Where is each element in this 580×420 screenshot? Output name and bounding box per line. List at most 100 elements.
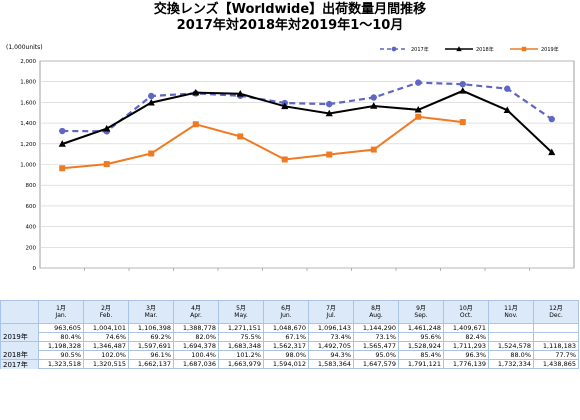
data-point [548, 148, 556, 156]
data-point [415, 79, 422, 86]
month-header-jp: 8月 [371, 305, 381, 312]
value-cell: 1,144,290 [353, 323, 399, 333]
month-header: 5月 May. [218, 300, 264, 324]
month-header-jp: 2月 [101, 305, 111, 312]
series-line [62, 115, 463, 170]
data-point [456, 46, 462, 52]
month-header: 12月 Dec. [533, 300, 579, 324]
chart-subtitle: 2017年対2018年対2019年1～10月 [176, 18, 404, 33]
value-cell: 1,271,151 [218, 323, 264, 333]
month-header: 1月 Jan. [38, 300, 84, 324]
value-cell: 1,528,924 [398, 341, 444, 351]
data-point [503, 106, 511, 114]
value-cell: 1,647,579 [353, 359, 399, 369]
month-header-en: Oct. [459, 312, 473, 319]
data-point [236, 89, 244, 97]
month-header-en: Dec. [549, 312, 563, 319]
data-point [391, 46, 397, 52]
yoy-cell: 90.5% [38, 350, 84, 360]
month-header: 6月 Jun. [263, 300, 309, 324]
yoy-cell: 74.6% [83, 332, 129, 342]
y-tick-label: 1,400 [20, 121, 36, 127]
data-point [237, 133, 244, 140]
table-row: 2017年 1,323,518 1,320,515 1,662,137 1,687,03… [0, 359, 579, 369]
data-point [103, 124, 111, 132]
yoy-cell: 77.7% [533, 350, 579, 360]
table-row: 2019年 963,605 1,004,101 1,106,398 1,388,778 1… [0, 323, 579, 342]
month-header-en: Jan. [55, 312, 67, 319]
value-cell: 1,583,364 [308, 359, 354, 369]
value-cell: 1,438,865 [533, 359, 579, 369]
value-cell: 1,409,671 [443, 323, 489, 333]
data-point [326, 151, 333, 158]
month-header-jp: 3月 [146, 305, 156, 312]
y-tick-label: 800 [26, 183, 37, 189]
row-header: 2017年 [0, 359, 39, 369]
value-cell: 1,323,518 [38, 359, 84, 369]
data-point [148, 150, 155, 157]
data-point [326, 100, 333, 108]
month-header-jp: 9月 [416, 305, 426, 312]
y-tick-label: 0 [33, 266, 37, 272]
value-cell: 1,461,248 [398, 323, 444, 333]
month-header: 8月 Aug. [353, 300, 399, 324]
data-point [459, 80, 466, 88]
month-header-jp: 4月 [191, 305, 201, 312]
y-axis-ticks: 0 200 400 600 800 1,000 1,200 1,400 1,600 1,800 2,… [20, 59, 36, 272]
yoy-cell [488, 332, 534, 342]
value-cell: 1,662,137 [128, 359, 174, 369]
month-header-en: Apr. [190, 312, 202, 319]
month-header: 3月 Mar. [128, 300, 174, 324]
yoy-cell: 96.1% [128, 350, 174, 360]
yoy-cell: 80.4% [38, 332, 84, 342]
value-cell: 1,683,348 [218, 341, 264, 351]
yoy-cell: 95.0% [353, 350, 399, 360]
y-tick-label: 600 [26, 204, 37, 210]
yoy-cell: 75.5% [218, 332, 264, 342]
yoy-cell: 69.2% [128, 332, 174, 342]
data-point [58, 140, 66, 147]
month-header: 7月 Jul. [308, 300, 354, 324]
line-chart: 0 200 400 600 800 1,000 1,200 1,400 1,600 1,800 2,… [6, 44, 575, 272]
yoy-cell [533, 332, 579, 342]
yoy-cell: 67.1% [263, 332, 309, 342]
value-cell: 1,118,183 [533, 341, 579, 351]
month-header-jp: 1月 [56, 305, 66, 312]
month-header-en: Jul. [326, 312, 336, 319]
value-cell: 1,565,477 [353, 341, 399, 351]
yoy-cell: 94.3% [308, 350, 354, 360]
legend: 2017年 2018年 2019年 [380, 46, 559, 53]
y-tick-label: 400 [26, 225, 37, 231]
value-cell: 1,096,143 [308, 323, 354, 333]
value-cell: 1,004,101 [83, 323, 129, 333]
y-tick-label: 200 [26, 245, 37, 251]
data-point [548, 115, 555, 123]
yoy-cell: 88.0% [488, 350, 534, 360]
value-cell: 1,711,293 [443, 341, 489, 351]
data-table: 1月 Jan. 2月 Feb. 3月 Mar. 4月 Apr. 5月 May. 6月 Jun. 7月 Ju… [0, 300, 579, 369]
month-header-en: Nov. [504, 312, 518, 319]
data-point [103, 161, 110, 168]
month-header-jp: 12月 [549, 305, 563, 312]
table-corner-cell [0, 300, 39, 324]
value-cell: 1,048,670 [263, 323, 309, 333]
value-cell: 1,106,398 [128, 323, 174, 333]
row-header: 2019年 [0, 323, 39, 342]
month-header-en: Mar. [144, 312, 158, 319]
value-cell: 1,663,979 [218, 359, 264, 369]
data-point [192, 88, 200, 96]
month-header-en: Jun. [280, 312, 292, 319]
value-cell: 963,605 [38, 323, 84, 333]
y-axis-unit-label: (1,000units) [6, 44, 43, 51]
series-2018年 [58, 87, 556, 156]
chart-title: 交換レンズ【Worldwide】出荷数量月間推移 [153, 2, 427, 17]
value-cell: 1,492,705 [308, 341, 354, 351]
legend-label: 2017年 [411, 46, 429, 53]
series-line [61, 89, 553, 154]
value-cell: 1,198,328 [38, 341, 84, 351]
y-tick-label: 2,000 [20, 59, 36, 65]
data-point [370, 146, 377, 153]
series-lines [58, 79, 556, 172]
data-point [147, 98, 155, 106]
y-tick-label: 1,200 [20, 142, 36, 148]
